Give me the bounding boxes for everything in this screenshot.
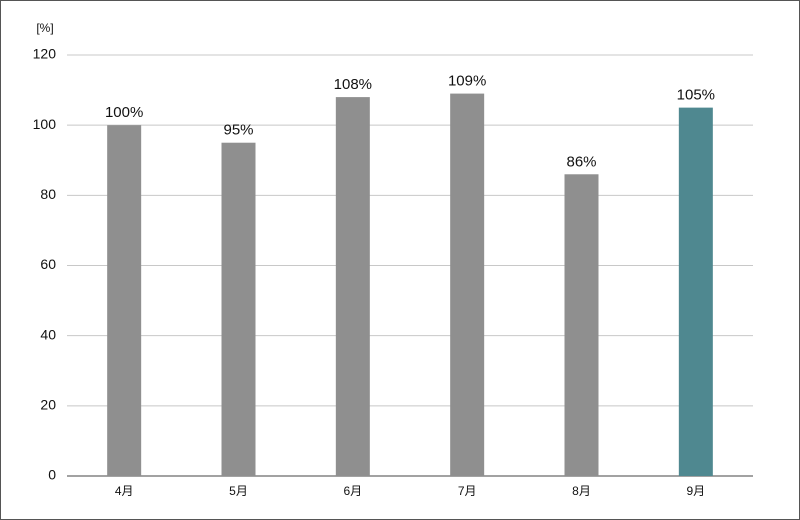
- bar: [450, 93, 485, 476]
- bar: [564, 174, 599, 477]
- bar: [335, 97, 370, 476]
- value-label: 108%: [334, 76, 372, 93]
- y-unit-label: [%]: [36, 21, 53, 35]
- y-tick-label: 0: [48, 467, 56, 483]
- x-tick-label: 9月: [686, 484, 705, 498]
- value-label: 100%: [105, 104, 143, 121]
- bar: [107, 125, 142, 477]
- y-tick-label: 100: [33, 116, 57, 132]
- y-tick-label: 20: [40, 397, 56, 413]
- x-tick-label: 4月: [115, 484, 134, 498]
- value-label: 95%: [223, 122, 253, 139]
- x-tick-label: 7月: [458, 484, 477, 498]
- value-label: 105%: [677, 87, 715, 104]
- y-tick-label: 40: [40, 326, 56, 342]
- bar: [221, 142, 256, 477]
- x-tick-label: 6月: [343, 484, 362, 498]
- value-label: 109%: [448, 73, 486, 90]
- value-label: 86%: [566, 153, 596, 170]
- x-tick-label: 8月: [572, 484, 591, 498]
- y-tick-label: 80: [40, 186, 56, 202]
- bar: [678, 107, 713, 476]
- y-tick-label: 120: [33, 46, 57, 62]
- y-tick-label: 60: [40, 256, 56, 272]
- x-tick-label: 5月: [229, 484, 248, 498]
